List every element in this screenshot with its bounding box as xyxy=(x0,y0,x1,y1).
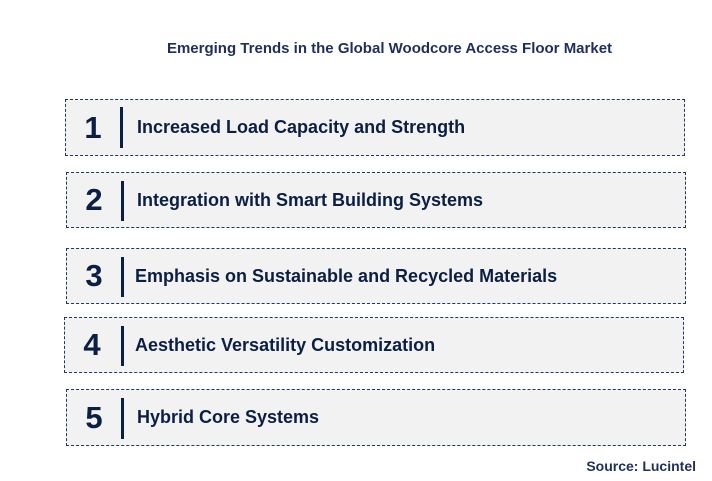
trend-number: 1 xyxy=(84,109,102,145)
trend-number: 2 xyxy=(85,182,103,217)
trend-divider xyxy=(121,181,124,221)
trend-item: 1 Increased Load Capacity and Strength xyxy=(65,99,685,156)
trend-divider xyxy=(121,398,124,439)
trend-number: 4 xyxy=(83,327,101,362)
trend-item: 2 Integration with Smart Building System… xyxy=(66,172,686,228)
trend-label: Hybrid Core Systems xyxy=(137,407,320,427)
page-title: Emerging Trends in the Global Woodcore A… xyxy=(166,40,613,57)
trend-item: 4 Aesthetic Versatility Customization xyxy=(64,317,684,373)
source-credit: Source: Lucintel xyxy=(586,458,696,474)
trend-divider xyxy=(121,326,124,366)
trend-label: Emphasis on Sustainable and Recycled Mat… xyxy=(135,265,558,286)
trend-divider xyxy=(120,107,123,148)
trend-item: 5 Hybrid Core Systems xyxy=(66,389,686,446)
trend-divider xyxy=(121,257,124,297)
trend-label: Integration with Smart Building Systems xyxy=(137,189,484,210)
trend-label: Aesthetic Versatility Customization xyxy=(135,334,436,355)
trend-item: 3 Emphasis on Sustainable and Recycled M… xyxy=(66,248,686,304)
trend-label: Increased Load Capacity and Strength xyxy=(137,117,466,137)
trend-number: 5 xyxy=(85,399,103,435)
trend-number: 3 xyxy=(85,258,103,293)
